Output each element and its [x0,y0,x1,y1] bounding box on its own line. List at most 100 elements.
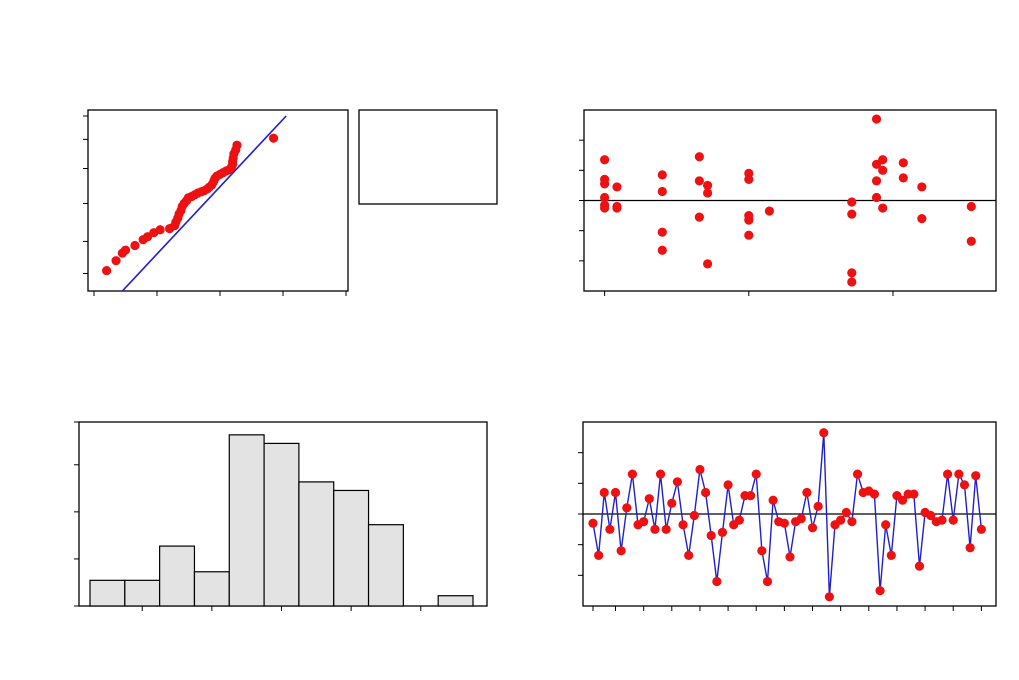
data-point [943,469,953,479]
residuals-vs-fitted-panel [579,109,997,296]
data-point [155,225,165,235]
data-point [600,179,610,189]
data-point [268,133,279,143]
data-point [600,155,610,165]
data-point [886,550,896,561]
data-point [813,501,823,511]
data-point [796,514,806,524]
data-point [871,176,882,186]
data-point [657,170,667,180]
data-point [785,552,795,562]
data-point [694,212,704,222]
data-point [965,543,975,553]
data-point [655,469,666,479]
histogram-bar [124,579,161,607]
points-layer [102,133,279,276]
points-layer [600,114,976,287]
data-point [678,520,688,530]
data-point [751,469,761,479]
data-point [712,576,722,587]
histogram-bar [298,481,335,607]
data-point [130,240,140,251]
data-point [847,209,857,219]
histogram-bar [89,579,126,607]
data-point [847,277,857,287]
data-point [869,489,880,499]
data-point [847,517,857,527]
residuals-vs-order-panel [578,421,997,611]
data-point [610,487,621,498]
data-point [744,174,754,184]
data-point [706,530,716,541]
data-point [723,480,733,490]
data-point [689,510,699,521]
series-line-layer [592,432,983,597]
data-point [779,518,789,528]
data-point [847,197,857,207]
data-point [959,480,970,490]
data-point [878,203,888,213]
data-point [744,215,754,225]
data-point [898,158,908,168]
data-point [757,546,767,556]
fit-line-layer [121,115,287,292]
data-point [644,494,654,504]
histogram-bar [367,524,404,607]
data-point [746,491,756,501]
data-point [898,173,908,183]
data-point [616,546,626,556]
data-point [605,524,615,534]
data-point [971,471,981,481]
data-point [657,227,667,237]
data-point [966,236,976,246]
data-point [667,498,677,508]
data-point [937,515,947,525]
data-point [878,155,888,165]
data-point [694,152,704,162]
data-point [847,268,857,278]
histogram-bar [333,489,370,607]
data-point [600,192,610,203]
data-point [684,550,694,561]
data-point [852,469,863,479]
points-layer [588,428,986,602]
data-point [703,259,713,269]
axis-ticks [83,115,347,296]
data-point [948,515,958,525]
data-point [650,524,660,534]
data-point [102,265,112,276]
data-point [976,524,986,534]
data-point [695,464,705,475]
data-point [871,192,882,203]
data-point [700,487,711,498]
data-point [594,550,604,561]
data-point [836,515,846,525]
data-point [841,507,851,518]
data-point [897,495,908,505]
plot-frame [87,109,349,292]
data-point [588,518,598,528]
data-point [111,256,121,266]
data-point [819,428,829,438]
data-point [612,203,622,213]
data-point [599,487,609,498]
data-point [703,188,713,198]
statistics-box [358,109,498,205]
data-point [881,520,891,530]
data-point [120,245,131,255]
data-point [612,182,622,192]
data-point [909,489,919,499]
data-point [694,176,704,186]
normal-probability-panel [83,109,349,296]
data-point [966,201,976,212]
data-point [768,495,778,505]
data-point [954,469,964,479]
data-point [824,592,835,602]
data-point [627,469,638,479]
histogram-bar [263,442,300,607]
data-point [622,503,632,513]
data-point [717,527,728,538]
data-point [878,165,888,175]
data-point [762,576,773,587]
data-point [657,245,667,255]
